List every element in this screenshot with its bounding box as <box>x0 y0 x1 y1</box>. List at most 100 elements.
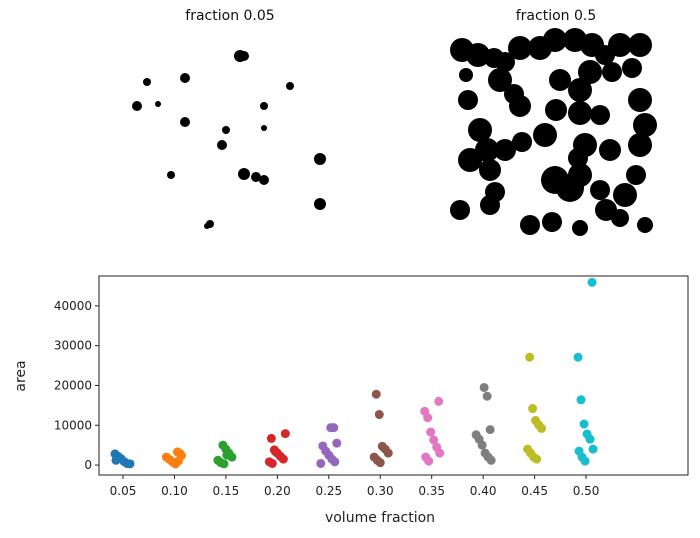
blob <box>602 62 622 82</box>
data-point <box>222 450 232 460</box>
x-tick-label: 0.50 <box>573 484 600 498</box>
data-point <box>525 352 535 362</box>
data-point <box>219 459 229 469</box>
data-point <box>576 395 586 405</box>
y-tick-label: 20000 <box>54 378 92 392</box>
blob <box>533 123 557 147</box>
blob <box>458 148 482 172</box>
blob <box>590 105 610 125</box>
blob <box>520 215 540 235</box>
blob <box>180 117 190 127</box>
blob <box>543 28 567 52</box>
blob <box>222 126 230 134</box>
blob <box>180 73 190 83</box>
x-tick-label: 0.30 <box>367 484 394 498</box>
y-axis-label: area <box>13 360 29 391</box>
blob <box>132 101 142 111</box>
data-point <box>485 425 495 435</box>
blob <box>599 139 621 161</box>
blob <box>568 148 588 168</box>
blob <box>488 68 512 92</box>
data-point <box>426 427 436 437</box>
data-point <box>486 455 496 465</box>
data-point <box>125 459 135 469</box>
micrograph-images <box>132 28 657 236</box>
data-point <box>429 435 439 445</box>
data-point <box>383 448 393 458</box>
blob <box>458 90 478 110</box>
blob <box>628 33 652 57</box>
data-point <box>332 438 342 448</box>
y-tick-label: 30000 <box>54 339 92 353</box>
blob <box>259 175 269 185</box>
x-tick-label: 0.10 <box>161 484 188 498</box>
image-title-right: fraction 0.5 <box>515 8 597 24</box>
y-tick-label: 10000 <box>54 418 92 432</box>
blob <box>545 99 567 121</box>
blob <box>628 88 652 112</box>
blob <box>155 101 161 107</box>
image-title-left: fraction 0.05 <box>185 8 275 24</box>
blob <box>509 95 531 117</box>
blob <box>628 133 652 157</box>
blob <box>572 220 588 236</box>
data-point <box>579 419 589 429</box>
data-point <box>423 413 433 423</box>
blob <box>143 78 151 86</box>
data-point <box>588 444 598 454</box>
blob <box>590 180 610 200</box>
blob <box>314 198 326 210</box>
blob <box>260 102 268 110</box>
blob <box>568 163 592 187</box>
blob <box>578 60 602 84</box>
blob <box>238 168 250 180</box>
blob <box>508 36 532 60</box>
blob <box>637 217 653 233</box>
blob <box>495 52 515 72</box>
data-point <box>329 423 339 433</box>
data-point <box>111 455 121 465</box>
blob <box>204 223 210 229</box>
data-point <box>587 277 597 287</box>
blob <box>633 113 657 137</box>
image-fraction-high <box>450 28 657 236</box>
data-point <box>528 404 538 414</box>
x-axis-label: volume fraction <box>325 510 435 526</box>
x-tick-label: 0.45 <box>521 484 548 498</box>
blob <box>479 159 501 181</box>
x-tick-label: 0.25 <box>315 484 342 498</box>
data-point <box>482 391 492 401</box>
data-point <box>424 456 434 466</box>
x-tick-label: 0.05 <box>110 484 137 498</box>
blob <box>286 82 294 90</box>
blob <box>261 125 267 131</box>
data-point <box>374 410 384 420</box>
data-point <box>434 396 444 406</box>
data-point <box>266 433 276 443</box>
data-point <box>278 454 288 464</box>
x-tick-label: 0.15 <box>213 484 240 498</box>
data-point <box>435 448 445 458</box>
blob <box>468 118 492 142</box>
x-tick-label: 0.40 <box>470 484 497 498</box>
data-point <box>479 382 489 392</box>
blob <box>466 43 490 67</box>
blob <box>167 171 175 179</box>
blob <box>494 139 516 161</box>
data-point <box>316 458 326 468</box>
data-point <box>371 389 381 399</box>
blob <box>217 140 227 150</box>
data-point <box>573 352 583 362</box>
blob <box>239 51 249 61</box>
blob <box>626 165 646 185</box>
x-tick-label: 0.35 <box>418 484 445 498</box>
blob <box>608 33 632 57</box>
blob <box>622 58 642 78</box>
blob <box>613 183 637 207</box>
blob <box>549 69 571 91</box>
blob <box>450 200 470 220</box>
blob <box>251 172 261 182</box>
blob <box>459 68 473 82</box>
blob <box>512 132 532 152</box>
